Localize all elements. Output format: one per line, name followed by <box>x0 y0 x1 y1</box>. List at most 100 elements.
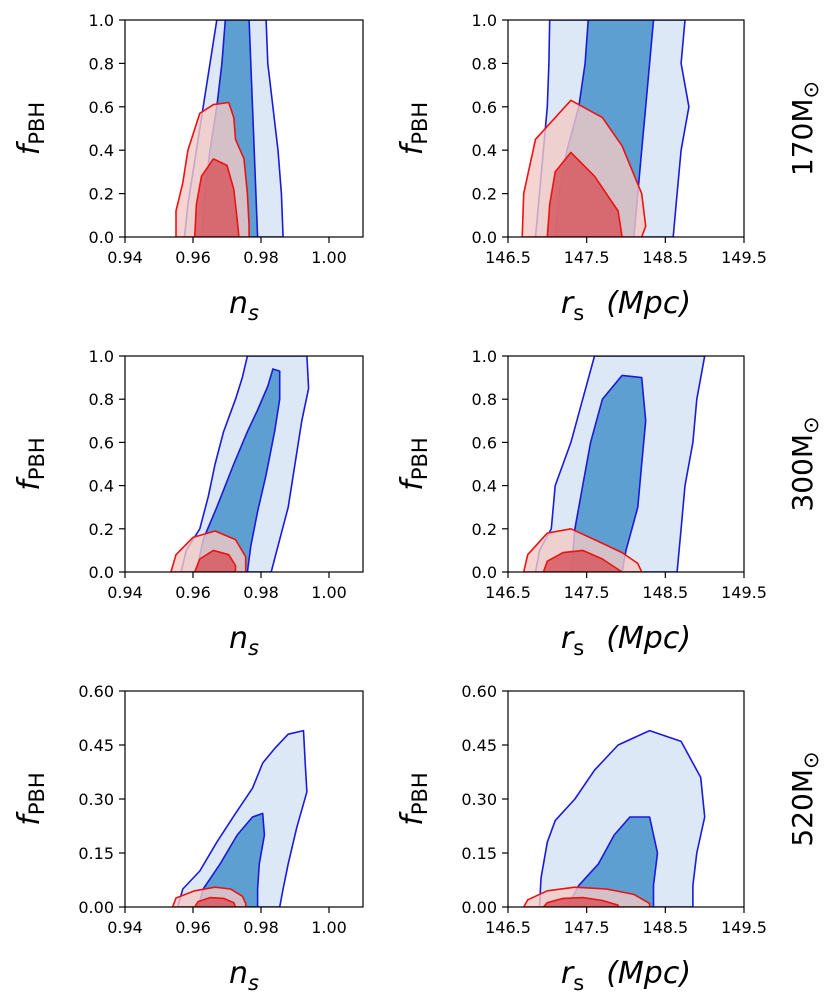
x-tick-label: 149.5 <box>721 248 767 267</box>
y-tick-label: 0.4 <box>89 141 114 160</box>
panel-rs-300: 146.5 147.5 148.5 149.5 0.0 0.2 0.4 0.6 0.8 1.0 rs… <box>395 347 767 660</box>
x-axis-label: ns <box>229 956 259 995</box>
contour-blue-inner <box>197 812 266 907</box>
y-tick-label: 0.30 <box>461 790 497 809</box>
x-tick-label: 148.5 <box>642 583 688 602</box>
y-tick-label: 0.45 <box>78 736 114 755</box>
y-tick-label: 0.45 <box>461 736 497 755</box>
y-tick-label: 0.15 <box>461 844 497 863</box>
x-axis-label: ns <box>229 621 259 660</box>
y-axis-label: fPBH <box>12 772 49 825</box>
y-tick-label: 0.8 <box>89 390 114 409</box>
contour-blue-outer <box>176 729 308 907</box>
x-tick-label: 0.94 <box>107 583 143 602</box>
contour-red-inner <box>546 151 623 237</box>
y-tick-label: 0.8 <box>472 390 497 409</box>
row-mass-label: 520M⊙ <box>786 751 823 846</box>
panel-ns-520: 0.94 0.96 0.98 1.00 0.00 0.15 0.30 0.45 0.60 ns fP… <box>12 682 823 995</box>
contours <box>522 356 706 572</box>
x-tick-label: 0.98 <box>243 583 279 602</box>
contour-blue-outer <box>538 729 706 907</box>
x-tick-label: 146.5 <box>485 583 531 602</box>
contours <box>175 20 284 237</box>
y-axis-label: fPBH <box>395 102 432 155</box>
x-tick-label: 147.5 <box>564 248 610 267</box>
contours <box>522 729 706 907</box>
contour-red-inner <box>193 896 237 907</box>
y-tick-label: 1.0 <box>472 347 497 366</box>
contours <box>170 356 310 572</box>
panel-ns-170: 0.94 0.96 0.98 1.00 0.0 0.2 0.4 0.6 0.8 1.0 ns fPBH… <box>12 11 823 325</box>
contours <box>171 729 308 907</box>
y-tick-label: 0.6 <box>89 98 114 117</box>
y-tick-label: 0.00 <box>78 898 114 917</box>
y-tick-label: 0.6 <box>89 433 114 452</box>
y-tick-label: 0.6 <box>472 433 497 452</box>
x-tick-label: 0.98 <box>243 248 279 267</box>
axes-frame <box>124 19 364 238</box>
panel-rs-170: 146.5 147.5 148.5 149.5 0.0 0.2 0.4 0.6 0.8 1.0 rs… <box>395 11 767 325</box>
y-tick-label: 0.30 <box>78 790 114 809</box>
y-tick-label: 0.0 <box>89 228 114 247</box>
row-mass-label: 170M⊙ <box>786 81 823 176</box>
contour-red-inner <box>542 549 623 572</box>
y-axis-label: fPBH <box>12 437 49 490</box>
contour-blue-inner <box>195 368 281 572</box>
x-tick-label: 0.96 <box>175 918 211 937</box>
x-tick-label: 146.5 <box>485 918 531 937</box>
y-tick-label: 0.60 <box>461 682 497 701</box>
y-tick-label: 0.2 <box>472 185 497 204</box>
contour-red-inner <box>193 158 240 237</box>
x-tick-label: 1.00 <box>311 583 347 602</box>
x-tick-label: 1.00 <box>311 248 347 267</box>
y-tick-label: 0.00 <box>461 898 497 917</box>
panel-rs-520: 146.5 147.5 148.5 149.5 0.00 0.15 0.30 0.45 0.60… <box>395 682 767 995</box>
x-axis-label: ns <box>229 286 259 325</box>
x-axis-label: rs (Mpc) <box>561 956 691 995</box>
y-axis-label: fPBH <box>12 102 49 155</box>
y-tick-label: 0.4 <box>89 477 114 496</box>
y-tick-label: 0.2 <box>89 185 114 204</box>
x-tick-label: 148.5 <box>642 918 688 937</box>
y-tick-label: 0.6 <box>472 98 497 117</box>
y-axis-label: fPBH <box>395 772 432 825</box>
axes-frame <box>507 355 745 573</box>
contour-blue-inner <box>570 374 647 572</box>
y-tick-label: 0.8 <box>472 54 497 73</box>
x-axis-label: rs (Mpc) <box>561 621 691 660</box>
x-axis-label: rs (Mpc) <box>561 286 691 325</box>
axes-frame <box>507 19 745 238</box>
contours <box>521 20 690 237</box>
y-tick-label: 0.4 <box>472 141 497 160</box>
x-tick-label: 147.5 <box>564 583 610 602</box>
x-tick-label: 149.5 <box>721 918 767 937</box>
y-tick-label: 0.0 <box>472 563 497 582</box>
x-tick-label: 0.96 <box>175 583 211 602</box>
x-tick-label: 147.5 <box>564 918 610 937</box>
y-tick-label: 1.0 <box>472 11 497 30</box>
contour-blue-inner <box>566 816 659 907</box>
y-tick-label: 0.2 <box>472 520 497 539</box>
y-tick-label: 0.4 <box>472 477 497 496</box>
axes-frame <box>124 355 364 573</box>
x-tick-label: 0.96 <box>175 248 211 267</box>
y-tick-label: 0.8 <box>89 54 114 73</box>
x-tick-label: 0.94 <box>107 248 143 267</box>
y-tick-label: 0.0 <box>89 563 114 582</box>
y-tick-label: 0.15 <box>78 844 114 863</box>
x-tick-label: 0.98 <box>243 918 279 937</box>
y-tick-label: 0.0 <box>472 228 497 247</box>
x-tick-label: 0.94 <box>107 918 143 937</box>
x-tick-label: 149.5 <box>721 583 767 602</box>
x-tick-label: 146.5 <box>485 248 531 267</box>
y-tick-label: 0.2 <box>89 520 114 539</box>
x-tick-label: 148.5 <box>642 248 688 267</box>
panel-ns-300: 0.94 0.96 0.98 1.00 0.0 0.2 0.4 0.6 0.8 1.0 ns fPBH… <box>12 347 823 660</box>
y-tick-label: 0.60 <box>78 682 114 701</box>
y-axis-label: fPBH <box>395 437 432 490</box>
contour-red-inner <box>193 549 237 572</box>
row-mass-label: 300M⊙ <box>786 416 823 511</box>
y-tick-label: 1.0 <box>89 11 114 30</box>
y-tick-label: 1.0 <box>89 347 114 366</box>
